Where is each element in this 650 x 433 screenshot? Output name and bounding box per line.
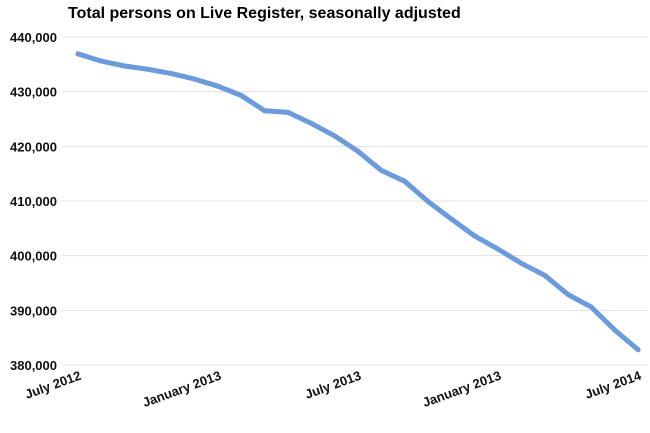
y-axis-ticks: 380,000 390,000 400,000 410,000 420,000 430,0… xyxy=(10,30,57,373)
data-point xyxy=(495,246,501,252)
data-point xyxy=(285,109,291,115)
data-point xyxy=(612,327,618,333)
x-tick-label: July 2014 xyxy=(583,367,644,401)
data-point xyxy=(192,76,198,82)
x-tick-label: January 2013 xyxy=(420,368,503,410)
data-point xyxy=(542,272,548,278)
data-point xyxy=(75,51,81,57)
data-point xyxy=(262,108,268,114)
data-point xyxy=(518,260,524,266)
y-tick-label: 430,000 xyxy=(10,85,57,100)
x-tick-label: January 2013 xyxy=(140,368,223,410)
data-point xyxy=(98,58,104,64)
data-point xyxy=(145,66,151,72)
data-point xyxy=(425,199,431,204)
y-tick-label: 410,000 xyxy=(10,194,57,209)
gridlines xyxy=(62,36,648,366)
data-point xyxy=(402,178,408,184)
x-tick-label: July 2013 xyxy=(303,368,363,402)
data-point xyxy=(238,93,244,98)
y-tick-label: 400,000 xyxy=(10,249,57,264)
series-line xyxy=(75,51,641,353)
data-point xyxy=(308,120,314,126)
y-tick-label: 390,000 xyxy=(10,303,57,318)
data-point xyxy=(588,304,594,310)
chart-title: Total persons on Live Register, seasonal… xyxy=(68,5,461,22)
data-point xyxy=(332,133,338,139)
data-point xyxy=(472,233,478,239)
data-point xyxy=(122,63,128,69)
y-tick-label: 420,000 xyxy=(10,139,57,154)
x-axis-ticks: July 2012 January 2013 July 2013 January 20… xyxy=(23,367,644,410)
data-point xyxy=(355,148,361,154)
data-point xyxy=(378,167,384,173)
data-point xyxy=(565,292,571,297)
y-tick-label: 440,000 xyxy=(10,30,57,45)
series-layer xyxy=(75,51,641,353)
data-point xyxy=(635,347,641,353)
data-point xyxy=(215,83,221,89)
y-tick-label: 380,000 xyxy=(10,358,57,373)
data-point xyxy=(168,71,174,77)
data-point xyxy=(448,216,454,222)
